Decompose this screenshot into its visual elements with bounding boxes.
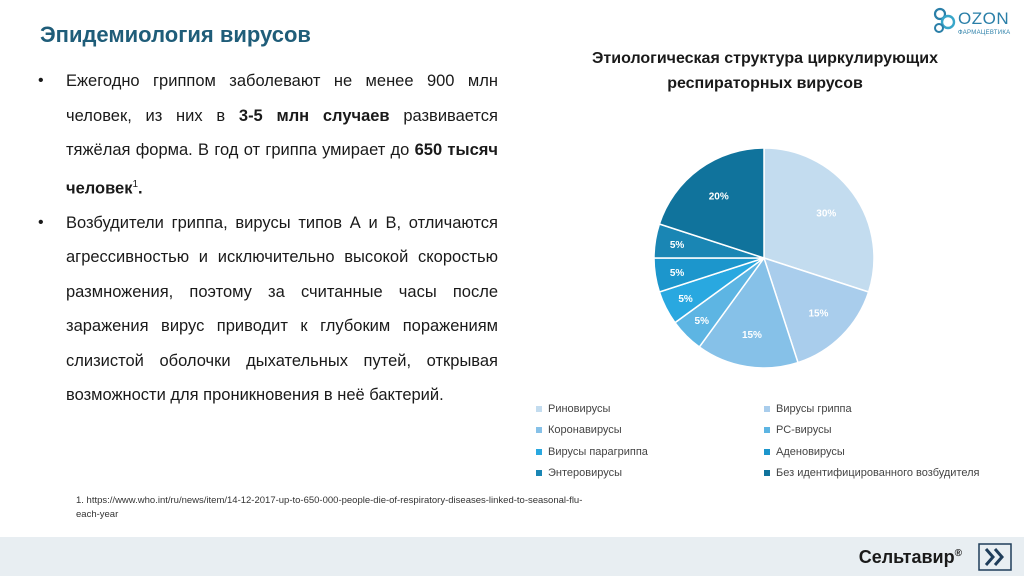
legend-item: РС-вирусы (764, 420, 1004, 442)
legend-label: РС-вирусы (776, 424, 832, 437)
bullet-text: Ежегодно гриппом заболевают не менее 900… (66, 72, 498, 197)
pie-slice (763, 147, 875, 293)
legend-item: Вирусы гриппа (764, 398, 1004, 420)
slide-title: Эпидемиология вирусов (40, 22, 311, 47)
pie-data-label: 5% (695, 316, 710, 327)
pie-data-label: 30% (816, 209, 836, 220)
pie-data-label: 5% (670, 268, 685, 279)
logo-subtitle: ФАРМАЦЕВТИКА (958, 30, 1011, 36)
legend-label: Вирусы парагриппа (548, 445, 648, 458)
bullet-text: Возбудители гриппа, вирусы типов А и В, … (66, 213, 498, 405)
legend-swatch (536, 427, 542, 434)
legend-item: Аденовирусы (764, 441, 1004, 463)
pie-slice (698, 256, 799, 369)
legend-label: Вирусы гриппа (776, 402, 852, 415)
legend-label: Аденовирусы (776, 445, 845, 458)
bullet-dot: • (38, 72, 44, 89)
legend-label: Энтеровирусы (548, 467, 623, 480)
legend-item: Энтеровирусы (536, 463, 764, 485)
legend-swatch (764, 405, 770, 412)
footnote: 1. https://www.who.int/ru/news/item/14-1… (76, 495, 583, 520)
brand-name: Сельтавир® (858, 547, 962, 567)
legend-item: Коронавирусы (536, 420, 764, 442)
pie-data-label: 20% (709, 192, 729, 203)
legend-item: Без идентифицированного возбудителя (764, 463, 1004, 485)
ozon-logo-icon (933, 7, 956, 33)
pie-data-label: 5% (670, 240, 685, 251)
bullet-item: • Возбудители гриппа, вирусы типов А и В… (38, 206, 498, 413)
legend-swatch (536, 405, 542, 412)
legend-swatch (536, 448, 542, 455)
bullet-item: • Ежегодно гриппом заболевают не менее 9… (38, 64, 498, 206)
pie-slice (658, 147, 765, 260)
legend-swatch (764, 448, 770, 455)
pie-data-label: 15% (742, 330, 762, 341)
chart-legend: Риновирусы Вирусы гриппа Коронавирусы РС-ви… (536, 398, 1006, 484)
pie-data-label: 15% (808, 308, 828, 319)
legend-label: Без идентифицированного возбудителя (776, 467, 980, 480)
legend-swatch (536, 470, 542, 477)
chart-title: Этиологическая структура циркулирующих р… (592, 50, 938, 92)
legend-label: Коронавирусы (548, 424, 622, 437)
legend-swatch (764, 427, 770, 434)
footer-bar: Сельтавир® (0, 537, 1024, 576)
legend-swatch (764, 470, 770, 477)
bullet-list: • Ежегодно гриппом заболевают не менее 9… (38, 64, 498, 413)
pie-data-label: 5% (678, 294, 693, 305)
logo-name: OZON (958, 9, 1010, 28)
chevrons-right-icon (978, 543, 1012, 571)
bullet-dot: • (38, 213, 44, 231)
legend-item: Риновирусы (536, 398, 764, 420)
legend-item: Вирусы парагриппа (536, 441, 764, 463)
legend-label: Риновирусы (548, 402, 611, 415)
